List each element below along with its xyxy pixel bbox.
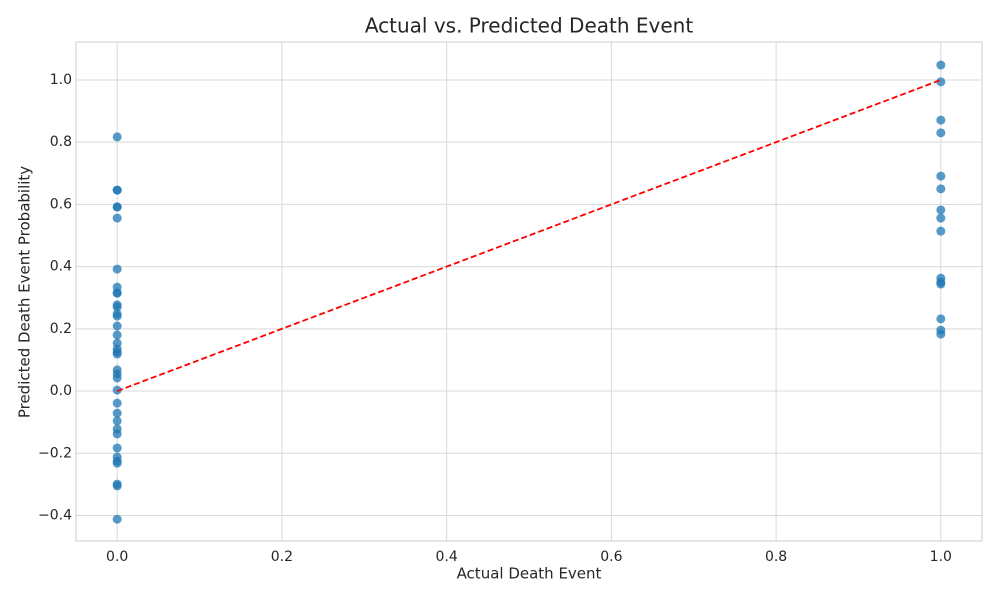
chart-title: Actual vs. Predicted Death Event xyxy=(365,14,694,38)
y-tick-label: 0.2 xyxy=(50,321,72,337)
scatter-point xyxy=(112,443,122,453)
y-tick-label: 0.0 xyxy=(50,383,72,399)
x-axis-label: Actual Death Event xyxy=(457,565,602,583)
scatter-point xyxy=(112,416,122,426)
x-tick-label: 0.6 xyxy=(600,549,622,565)
scatter-point xyxy=(112,185,122,195)
y-tick-label: 0.4 xyxy=(50,259,72,275)
x-tick-label: 0.0 xyxy=(106,549,128,565)
scatter-point xyxy=(112,514,122,524)
scatter-point xyxy=(936,128,946,138)
y-tick-label: −0.2 xyxy=(38,445,72,461)
scatter-point xyxy=(112,321,122,331)
y-tick-label: −0.4 xyxy=(38,507,72,523)
x-tick-label: 1.0 xyxy=(930,549,952,565)
scatter-point xyxy=(936,314,946,324)
scatter-point xyxy=(936,205,946,215)
scatter-point xyxy=(112,408,122,418)
scatter-point xyxy=(112,481,122,491)
y-tick-label: 0.8 xyxy=(50,134,72,150)
x-tick-label: 0.8 xyxy=(765,549,787,565)
scatter-point xyxy=(936,226,946,236)
scatter-point xyxy=(112,349,122,359)
plot-frame xyxy=(75,41,983,542)
scatter-point xyxy=(112,311,122,321)
scatter-point xyxy=(112,213,122,223)
scatter-point xyxy=(112,373,122,383)
scatter-point xyxy=(936,77,946,87)
scatter-point xyxy=(112,202,122,212)
scatter-point xyxy=(112,288,122,298)
scatter-point xyxy=(936,184,946,194)
x-tick-label: 0.4 xyxy=(436,549,458,565)
scatter-point xyxy=(936,171,946,181)
y-tick-label: 1.0 xyxy=(50,72,72,88)
scatter-point xyxy=(112,132,122,142)
x-tick-label: 0.2 xyxy=(271,549,293,565)
scatter-point xyxy=(112,429,122,439)
scatter-point xyxy=(112,264,122,274)
scatter-point xyxy=(936,115,946,125)
scatter-point xyxy=(112,458,122,468)
scatter-point xyxy=(936,329,946,339)
scatter-point xyxy=(936,279,946,289)
scatter-point xyxy=(112,398,122,408)
y-tick-label: 0.6 xyxy=(50,196,72,212)
y-axis-label: Predicted Death Event Probability xyxy=(16,166,34,418)
scatter-point xyxy=(936,213,946,223)
scatter-point xyxy=(112,330,122,340)
scatter-point xyxy=(112,302,122,312)
scatter-point xyxy=(936,60,946,70)
reference-line xyxy=(116,79,942,392)
